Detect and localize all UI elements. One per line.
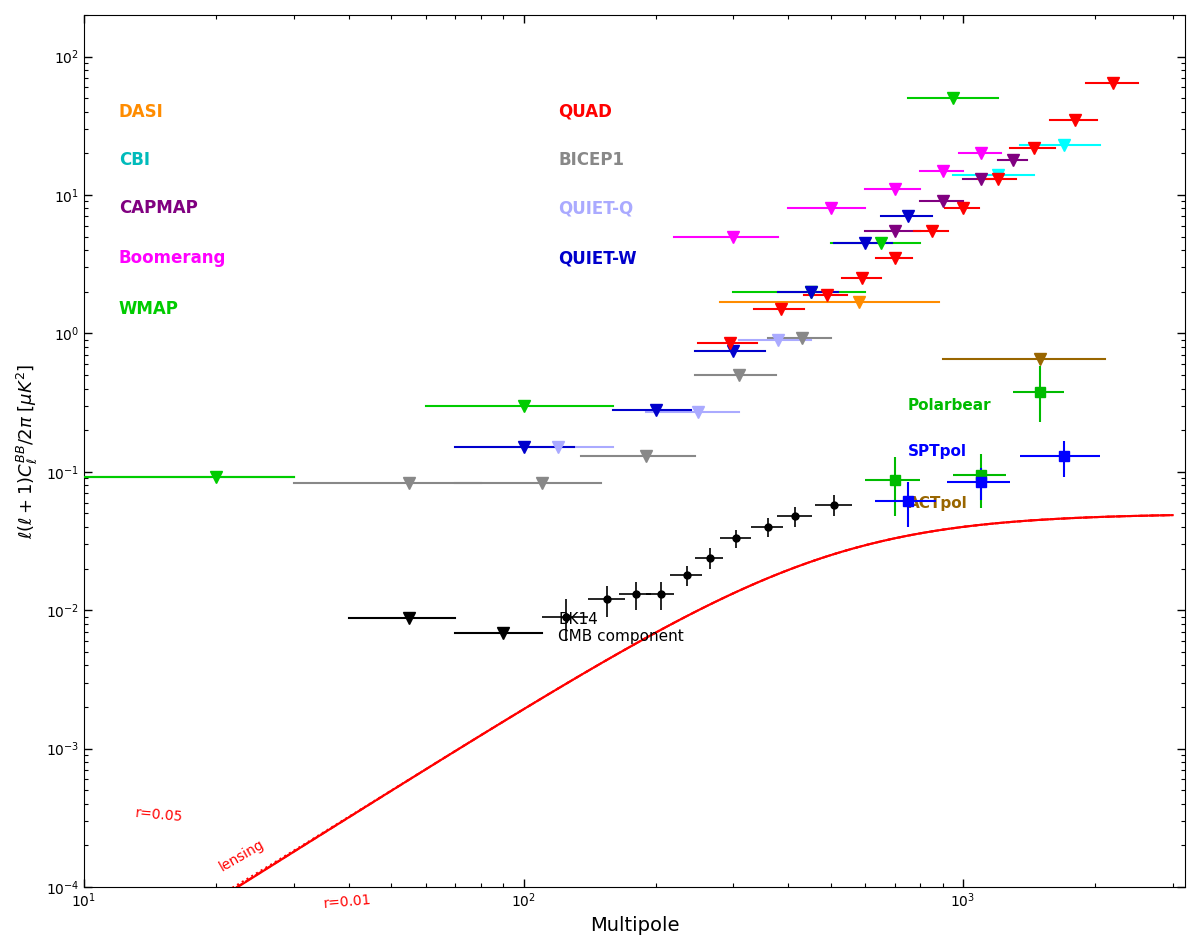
Text: lensing: lensing <box>216 837 266 874</box>
Text: DASI: DASI <box>119 103 163 121</box>
r=0.01 <box>594 657 608 669</box>
Text: r=0.01: r=0.01 <box>323 893 372 911</box>
Text: QUIET-W: QUIET-W <box>558 249 637 267</box>
r=0.05 <box>1165 509 1180 521</box>
r=0.01 <box>725 588 739 599</box>
r=0.05 <box>970 520 984 531</box>
r=0.01 <box>666 618 680 629</box>
r=0.01 <box>970 520 984 531</box>
Text: QUIET-Q: QUIET-Q <box>558 200 634 218</box>
lensing <box>970 520 984 531</box>
lensing <box>1165 509 1180 521</box>
lensing <box>725 588 739 599</box>
r=0.05 <box>594 657 608 669</box>
Y-axis label: $\ell(\ell+1)C_\ell^{BB}/2\pi\ [\mu K^2]$: $\ell(\ell+1)C_\ell^{BB}/2\pi\ [\mu K^2]… <box>14 363 40 539</box>
Text: CBI: CBI <box>119 151 150 169</box>
Line: lensing: lensing <box>84 515 1172 950</box>
r=0.05 <box>1139 510 1153 522</box>
Text: WMAP: WMAP <box>119 300 179 318</box>
r=0.05 <box>600 654 614 665</box>
lensing <box>666 618 680 629</box>
Text: ACTpol: ACTpol <box>908 496 968 511</box>
Text: r=0.05: r=0.05 <box>134 806 184 824</box>
lensing <box>1139 510 1153 522</box>
lensing <box>600 654 614 665</box>
Text: BICEP1: BICEP1 <box>558 151 624 169</box>
Line: r=0.01: r=0.01 <box>84 515 1172 950</box>
r=0.01 <box>1139 510 1153 522</box>
X-axis label: Multipole: Multipole <box>589 916 679 935</box>
r=0.05 <box>725 588 739 599</box>
Text: CAPMAP: CAPMAP <box>119 200 198 218</box>
r=0.01 <box>600 654 614 665</box>
Text: SPTpol: SPTpol <box>908 444 967 459</box>
Text: BK14
CMB component: BK14 CMB component <box>558 612 684 644</box>
r=0.05 <box>666 618 680 629</box>
Text: QUAD: QUAD <box>558 103 612 121</box>
Text: Polarbear: Polarbear <box>908 398 991 413</box>
Line: r=0.05: r=0.05 <box>84 515 1172 950</box>
Text: Boomerang: Boomerang <box>119 249 226 267</box>
r=0.01 <box>1165 509 1180 521</box>
lensing <box>594 657 608 669</box>
